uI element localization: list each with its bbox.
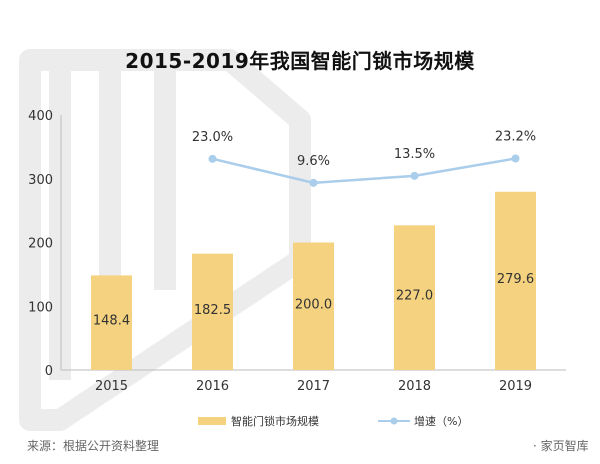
bar <box>192 253 233 370</box>
legend-label-bar: 智能门锁市场规模 <box>231 415 319 428</box>
brand-note: · 家页智库 <box>533 439 589 453</box>
legend-item-line: 增速（%） <box>378 413 468 429</box>
x-tick-label: 2016 <box>196 379 229 394</box>
x-tick-label: 2017 <box>297 379 330 394</box>
legend-label-line: 增速（%） <box>414 415 469 428</box>
growth-point <box>410 171 419 180</box>
bar <box>91 275 132 370</box>
bar-data-label: 279.6 <box>497 272 534 287</box>
bar-data-label: 148.4 <box>93 314 130 329</box>
growth-point <box>309 178 318 187</box>
bar <box>495 191 536 370</box>
x-tick-label: 2018 <box>398 379 431 394</box>
growth-line <box>212 157 516 185</box>
legend-item-bar: 智能门锁市场规模 <box>198 413 319 429</box>
y-tick-label: 0 <box>45 364 53 379</box>
growth-data-label: 23.0% <box>192 130 233 145</box>
growth-point <box>511 154 520 163</box>
chart-title: 2015-2019年我国智能门锁市场规模 <box>125 49 475 73</box>
source-note: 来源：根据公开资料整理 <box>27 439 160 453</box>
bar <box>293 242 334 370</box>
legend-swatch-line <box>378 417 410 425</box>
bar <box>394 225 435 370</box>
x-tick-label: 2015 <box>95 379 128 394</box>
bar-data-label: 227.0 <box>396 289 433 304</box>
y-tick-label: 100 <box>28 300 53 315</box>
bar-data-label: 200.0 <box>295 297 332 312</box>
bar-data-label: 182.5 <box>194 303 231 318</box>
growth-point <box>208 154 217 163</box>
growth-data-label: 9.6% <box>297 154 330 169</box>
y-tick-label: 200 <box>28 237 53 252</box>
growth-data-label: 23.2% <box>495 129 536 144</box>
x-tick-label: 2019 <box>499 379 532 394</box>
growth-data-label: 13.5% <box>394 147 435 162</box>
y-tick-label: 400 <box>28 109 53 124</box>
legend-swatch-bar <box>198 417 226 425</box>
y-tick-label: 300 <box>28 173 53 188</box>
